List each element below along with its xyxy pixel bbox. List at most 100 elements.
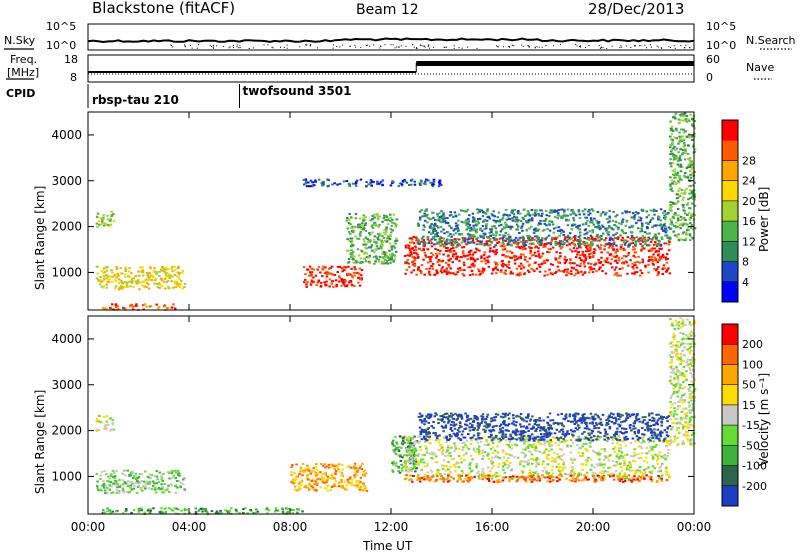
heatmap-cell <box>639 445 643 448</box>
heatmap-cell <box>95 222 99 225</box>
heatmap-cell <box>691 162 695 165</box>
heatmap-cell <box>363 219 367 222</box>
heatmap-cell <box>587 224 591 227</box>
heatmap-cell <box>445 272 449 275</box>
heatmap-cell <box>579 246 583 249</box>
heatmap-cell <box>549 424 552 427</box>
heatmap-cell <box>355 259 358 262</box>
heatmap-cell <box>583 265 586 268</box>
heatmap-cell <box>554 272 557 274</box>
heatmap-cell <box>359 234 362 237</box>
heatmap-cell <box>692 184 695 187</box>
heatmap-cell <box>102 271 105 274</box>
heatmap-cell <box>306 281 309 284</box>
heatmap-cell <box>607 221 610 224</box>
heatmap-cell <box>516 228 520 231</box>
noise-search-dot <box>394 47 396 49</box>
heatmap-cell <box>497 465 500 468</box>
heatmap-cell <box>519 255 523 258</box>
heatmap-cell <box>491 446 495 449</box>
heatmap-cell <box>413 251 416 254</box>
heatmap-cell <box>514 438 517 440</box>
heatmap-cell <box>242 512 245 514</box>
heatmap-cell <box>107 475 110 478</box>
heatmap-cell <box>409 460 412 463</box>
heatmap-cell <box>376 180 379 183</box>
heatmap-cell <box>467 266 470 269</box>
heatmap-cell <box>553 216 557 219</box>
heatmap-cell <box>507 443 510 446</box>
heatmap-cell <box>617 256 620 259</box>
heatmap-cell <box>435 235 438 238</box>
heatmap-cell <box>128 276 131 279</box>
heatmap-cell <box>679 137 682 140</box>
heatmap-cell <box>114 482 117 485</box>
heatmap-cell <box>458 244 462 246</box>
heatmap-cell <box>117 278 121 281</box>
heatmap-cell <box>612 241 616 244</box>
noise-search-dot <box>508 46 510 48</box>
heatmap-cell <box>108 488 111 491</box>
heatmap-cell <box>490 229 493 232</box>
heatmap-cell <box>674 112 678 115</box>
heatmap-cell <box>687 226 690 229</box>
heatmap-cell <box>605 243 609 246</box>
heatmap-cell <box>140 270 143 273</box>
heatmap-cell <box>532 436 535 439</box>
heatmap-cell <box>492 245 496 248</box>
heatmap-cell <box>441 453 444 456</box>
heatmap-cell <box>692 145 695 148</box>
heatmap-cell <box>121 487 125 490</box>
heatmap-cell <box>494 472 497 475</box>
heatmap-cell <box>620 223 623 226</box>
heatmap-cell <box>306 486 309 489</box>
heatmap-cell <box>663 216 666 219</box>
heatmap-cell <box>423 215 427 217</box>
heatmap-cell <box>97 279 100 282</box>
heatmap-cell <box>591 231 594 234</box>
heatmap-cell <box>154 277 158 280</box>
heatmap-cell <box>584 228 588 231</box>
heatmap-cell <box>465 254 468 257</box>
heatmap-cell <box>442 213 445 216</box>
heatmap-cell <box>644 452 648 455</box>
heatmap-cell <box>611 246 614 249</box>
heatmap-cell <box>573 212 576 215</box>
heatmap-cell <box>519 212 522 215</box>
heatmap-cell <box>485 225 488 227</box>
heatmap-cell <box>368 254 371 257</box>
heatmap-cell <box>474 251 477 254</box>
heatmap-cell <box>614 233 617 236</box>
date-label: 28/Dec/2013 <box>588 0 684 18</box>
heatmap-cell <box>135 282 138 285</box>
heatmap-cell <box>444 221 448 224</box>
heatmap-cell <box>129 305 132 308</box>
heatmap-cell <box>581 250 585 253</box>
heatmap-cell <box>539 244 542 247</box>
heatmap-cell <box>144 485 147 488</box>
heatmap-cell <box>603 245 606 247</box>
heatmap-cell <box>466 254 470 257</box>
heatmap-cell <box>562 453 565 456</box>
heatmap-cell <box>364 251 367 254</box>
heatmap-cell <box>423 454 426 456</box>
heatmap-cell <box>315 463 318 465</box>
heatmap-cell <box>638 469 641 472</box>
heatmap-cell <box>432 178 436 181</box>
heatmap-cell <box>644 264 647 267</box>
heatmap-cell <box>679 163 682 166</box>
heatmap-cell <box>530 238 534 241</box>
heatmap-cell <box>463 240 466 243</box>
heatmap-cell <box>351 253 354 256</box>
heatmap-cell <box>561 459 564 462</box>
heatmap-cell <box>160 483 163 486</box>
heatmap-cell <box>586 247 589 250</box>
heatmap-cell <box>669 162 672 165</box>
heatmap-cell <box>417 474 420 477</box>
heatmap-cell <box>452 464 455 467</box>
heatmap-cell <box>430 265 433 267</box>
heatmap-cell <box>132 285 135 288</box>
heatmap-cell <box>677 233 680 236</box>
heatmap-cell <box>515 267 519 270</box>
heatmap-cell <box>515 228 518 231</box>
